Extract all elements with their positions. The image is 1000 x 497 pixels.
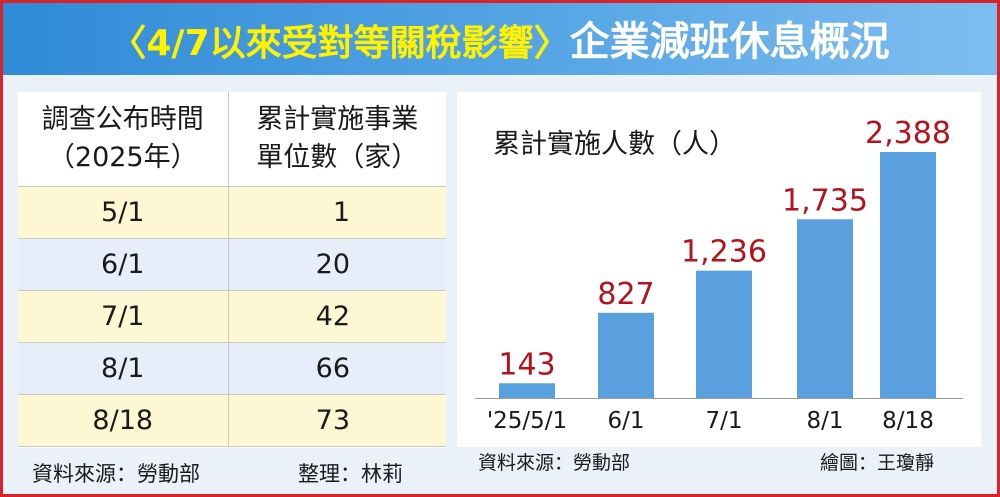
table-cell-date: 7/1 xyxy=(18,290,229,343)
bar-value-label: 1,236 xyxy=(681,235,767,270)
chart-title: 累計實施人數（人） xyxy=(493,129,736,160)
table-row: 5/1 1 xyxy=(18,186,446,239)
header-date-line2: （2025年） xyxy=(47,141,198,173)
table-editor-note: 整理：林莉 xyxy=(298,462,403,486)
header-count-line2: 單位數（家） xyxy=(256,141,419,173)
bar-value-label: 143 xyxy=(498,347,555,382)
table-cell-value: 42 xyxy=(228,290,446,343)
table-cell-value: 66 xyxy=(228,342,446,395)
bar-chart-panel: 143 '25/5/1 827 6/1 1,236 7/1 1,735 8/1 2,388 8/1… xyxy=(457,92,981,447)
bar-value-label: 827 xyxy=(597,277,654,312)
header-date-line1: 調查公布時間 xyxy=(41,103,204,135)
x-tick-label: 8/1 xyxy=(806,408,843,434)
table-cell-value: 20 xyxy=(228,238,446,291)
bar-4 xyxy=(880,152,936,398)
table-header-date: 調查公布時間 （2025年） xyxy=(18,92,229,187)
bar-value-label: 2,388 xyxy=(865,116,951,151)
bar-3 xyxy=(797,219,853,398)
x-tick-label: 7/1 xyxy=(705,408,742,434)
bar-2 xyxy=(696,270,752,398)
x-tick-label: 8/18 xyxy=(882,408,934,434)
page-title: 〈4/7以來受對等關稅影響〉企業減班休息概況 xyxy=(3,9,997,67)
title-banner: 〈4/7以來受對等關稅影響〉企業減班休息概況 xyxy=(3,3,997,75)
table-cell-date: 5/1 xyxy=(18,186,229,239)
bar-chart: 143 '25/5/1 827 6/1 1,236 7/1 1,735 8/1 2,388 8/1… xyxy=(475,116,963,434)
table-cell-date: 6/1 xyxy=(18,238,229,291)
x-tick-label: '25/5/1 xyxy=(487,408,567,434)
data-table-panel: 調查公布時間 （2025年） 累計實施事業 單位數（家） 5/1 1 6/1 2… xyxy=(18,92,446,448)
data-table: 調查公布時間 （2025年） 累計實施事業 單位數（家） 5/1 1 6/1 2… xyxy=(18,92,446,447)
title-prefix: 〈4/7以來受對等關稅影響〉 xyxy=(110,23,570,64)
table-row: 8/18 73 xyxy=(18,394,446,447)
header-count-line1: 累計實施事業 xyxy=(256,103,419,135)
bar-0 xyxy=(499,383,555,398)
table-cell-date: 8/18 xyxy=(18,394,229,447)
chart-source-note: 資料來源：勞動部 xyxy=(478,452,631,474)
table-row: 6/1 20 xyxy=(18,238,446,291)
chart-credit-note: 繪圖：王瓊靜 xyxy=(820,452,935,474)
table-header-row: 調查公布時間 （2025年） 累計實施事業 單位數（家） xyxy=(18,92,446,187)
x-tick-label: 6/1 xyxy=(607,408,644,434)
table-cell-value: 73 xyxy=(228,394,446,447)
table-source-note: 資料來源：勞動部 xyxy=(32,462,200,486)
table-row: 7/1 42 xyxy=(18,290,446,343)
title-main: 企業減班休息概況 xyxy=(569,19,890,65)
table-cell-value: 1 xyxy=(228,186,446,239)
table-header-count: 累計實施事業 單位數（家） xyxy=(228,92,446,187)
bar-value-label: 1,735 xyxy=(782,183,868,218)
table-cell-date: 8/1 xyxy=(18,342,229,395)
bar-1 xyxy=(598,312,654,398)
table-row: 8/1 66 xyxy=(18,342,446,395)
